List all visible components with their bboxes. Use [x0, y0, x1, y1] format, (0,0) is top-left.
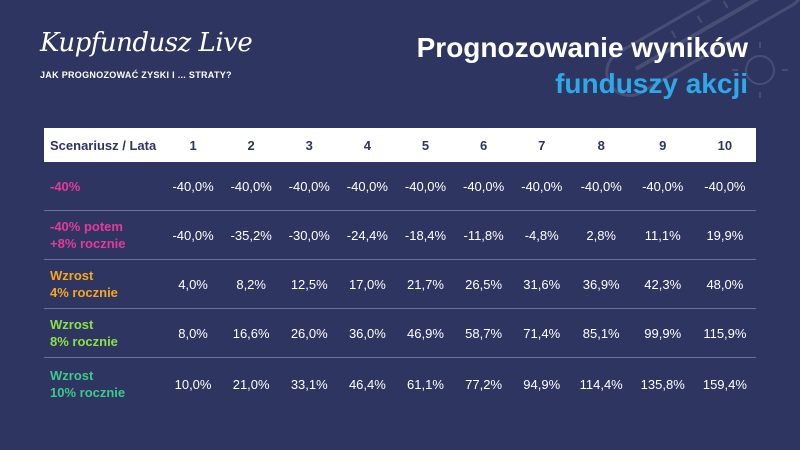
table-row: Wzrost 4% rocznie 4,0% 8,2% 12,5% 17,0% 21,7% 2…	[44, 259, 756, 309]
value-cell: 17,0%	[338, 259, 397, 309]
value-cell: 114,4%	[579, 376, 623, 392]
value-cell: -30,0%	[280, 210, 339, 260]
year-header: 5	[421, 137, 430, 153]
value-cell: 12,5%	[280, 259, 339, 309]
value-cell: 48,0%	[693, 259, 756, 309]
value-cell: 19,9%	[693, 210, 756, 260]
value-cell: 99,9%	[631, 308, 694, 358]
brand-tagline: JAK PROGNOZOWAĆ ZYSKI I ... STRATY?	[40, 70, 232, 80]
value-cell: -40,0%	[396, 162, 455, 211]
title-line-1: Prognozowanie wyników	[416, 32, 748, 63]
value-cell: 8,0%	[164, 308, 223, 358]
value-cell: 11,1%	[631, 210, 694, 260]
value-cell: -18,4%	[396, 210, 455, 260]
scenario-label-line: Wzrost	[50, 368, 94, 383]
scenario-label: Wzrost 8% rocznie	[44, 308, 164, 358]
value-cell: 33,1%	[290, 376, 328, 392]
table-row: Wzrost 10% rocznie 10,0% 21,0% 33,1% 46,4% 61,…	[44, 358, 756, 411]
value-cell: 46,9%	[396, 308, 455, 358]
scenario-label-line: -40%	[50, 178, 81, 194]
brand-logo: Kupfundusz Live	[40, 28, 253, 58]
year-header: 1	[189, 137, 197, 153]
scenario-label-line: 4% rocznie	[50, 285, 118, 300]
value-cell: 2,8%	[570, 210, 632, 260]
page-title: Prognozowanie wyników funduszy akcji	[417, 30, 748, 102]
scenario-label-line: Wzrost	[50, 317, 94, 332]
value-cell: 26,0%	[280, 308, 339, 358]
scenario-label: Wzrost 10% rocznie	[44, 358, 164, 411]
value-cell: -40,0%	[454, 162, 513, 211]
year-header: 2	[247, 137, 255, 153]
year-header: 6	[479, 137, 488, 153]
table-row: -40% potem +8% rocznie -40,0% -35,2% -30,0% -…	[44, 210, 756, 260]
corner-header: Scenariusz / Lata	[50, 137, 157, 153]
value-cell: 10,0%	[174, 376, 212, 392]
year-header: 4	[363, 137, 371, 153]
scenario-label-line: +8% rocznie	[50, 236, 126, 251]
value-cell: 58,7%	[454, 308, 513, 358]
scenario-label-line: 10% rocznie	[50, 385, 126, 400]
year-header: 10	[717, 137, 733, 153]
value-cell: 61,1%	[407, 376, 444, 392]
value-cell: 8,2%	[222, 259, 281, 309]
value-cell: -40,0%	[280, 162, 339, 211]
value-cell: 159,4%	[702, 376, 747, 392]
value-cell: 77,2%	[465, 376, 503, 392]
year-header: 8	[597, 137, 605, 153]
scenario-label-line: Wzrost	[50, 268, 94, 283]
value-cell: -40,0%	[631, 162, 694, 211]
table-header-row: Scenariusz / Lata 1 2 3 4 5 6 7 8 9 10	[44, 128, 756, 162]
value-cell: -40,0%	[338, 162, 397, 211]
brand-block: Kupfundusz Live JAK PROGNOZOWAĆ ZYSKI I …	[40, 28, 253, 80]
value-cell: 42,3%	[631, 259, 694, 309]
value-cell: -24,4%	[338, 210, 397, 260]
value-cell: -35,2%	[222, 210, 281, 260]
value-cell: -40,0%	[164, 162, 223, 211]
value-cell: -40,0%	[693, 162, 756, 211]
table-body: -40% -40,0% -40,0% -40,0% -40,0% -40,0% -40,0%…	[44, 162, 756, 410]
value-cell: 21,7%	[396, 259, 455, 309]
year-header: 9	[659, 137, 667, 153]
value-cell: 36,9%	[570, 259, 632, 309]
value-cell: 46,4%	[348, 376, 386, 392]
value-cell: 71,4%	[512, 308, 571, 358]
value-cell: 4,0%	[164, 259, 223, 309]
value-cell: -40,0%	[512, 162, 571, 211]
year-header: 3	[305, 137, 313, 153]
value-cell: 85,1%	[570, 308, 632, 358]
table-row: Wzrost 8% rocznie 8,0% 16,6% 26,0% 36,0% 46,9%…	[44, 308, 756, 358]
table-row: -40% -40,0% -40,0% -40,0% -40,0% -40,0% -40,0%…	[44, 162, 756, 211]
forecast-table: Scenariusz / Lata 1 2 3 4 5 6 7 8 9 10 -…	[44, 128, 756, 410]
value-cell: 135,8%	[640, 376, 685, 392]
value-cell: 16,6%	[222, 308, 281, 358]
title-line-2: funduszy akcji	[555, 68, 748, 99]
value-cell: -40,0%	[570, 162, 632, 211]
value-cell: 115,9%	[693, 308, 756, 358]
value-cell: 26,5%	[454, 259, 513, 309]
value-cell: -40,0%	[164, 210, 223, 260]
value-cell: -11,8%	[454, 210, 513, 260]
scenario-label-line: 8% rocznie	[50, 334, 118, 349]
value-cell: 36,0%	[338, 308, 397, 358]
scenario-label: -40%	[44, 162, 164, 211]
value-cell: 31,6%	[512, 259, 571, 309]
value-cell: -4,8%	[512, 210, 571, 260]
value-cell: 94,9%	[523, 376, 561, 392]
scenario-label-line: -40% potem	[50, 219, 123, 234]
value-cell: 21,0%	[232, 376, 270, 392]
value-cell: -40,0%	[222, 162, 281, 211]
year-header: 7	[538, 137, 546, 153]
scenario-label: Wzrost 4% rocznie	[44, 259, 164, 309]
scenario-label: -40% potem +8% rocznie	[44, 210, 164, 260]
